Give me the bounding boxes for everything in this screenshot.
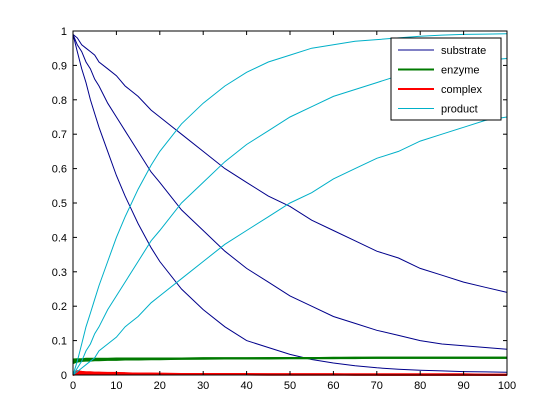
substrate-line-3 [72, 34, 508, 293]
legend-box [390, 37, 502, 121]
legend: substrate enzyme complex product [390, 37, 502, 121]
x-tick-label: 60 [327, 380, 339, 392]
y-tick-label: 0.3 [52, 267, 67, 279]
y-tick-label: 0.8 [52, 95, 67, 107]
x-tick-label: 90 [457, 380, 469, 392]
legend-label-substrate: substrate [441, 45, 486, 57]
legend-label-complex: complex [441, 84, 482, 96]
x-tick-label: 80 [414, 380, 426, 392]
x-tick-label: 100 [498, 380, 516, 392]
x-tick-label: 40 [240, 380, 252, 392]
y-tick-label: 1 [61, 26, 67, 38]
y-tick-label: 0.6 [52, 164, 67, 176]
y-tick-label: 0.4 [52, 232, 67, 244]
tick-layer: 0 10 20 30 40 50 60 70 80 90 100 0 0.1 0.2 0.3 0.4 0.5 0.… [52, 26, 516, 392]
x-tick-label: 70 [371, 380, 383, 392]
y-tick-label: 0.2 [52, 301, 67, 313]
y-tick-label: 0.7 [52, 129, 67, 141]
x-tick-label: 0 [70, 380, 76, 392]
legend-label-product: product [441, 104, 478, 116]
x-tick-label: 50 [284, 380, 296, 392]
y-tick-label: 0.9 [52, 60, 67, 72]
substrate-line-1 [72, 34, 508, 373]
y-tick-label: 0.5 [52, 198, 67, 210]
product-line-1 [72, 33, 508, 376]
product-line-3 [72, 116, 508, 376]
x-tick-label: 20 [154, 380, 166, 392]
y-tick-label: 0 [61, 370, 67, 382]
x-tick-label: 10 [110, 380, 122, 392]
substrate-line-2 [72, 34, 508, 350]
y-tick-label: 0.1 [52, 336, 67, 348]
x-tick-label: 30 [197, 380, 209, 392]
legend-label-enzyme: enzyme [441, 65, 480, 77]
